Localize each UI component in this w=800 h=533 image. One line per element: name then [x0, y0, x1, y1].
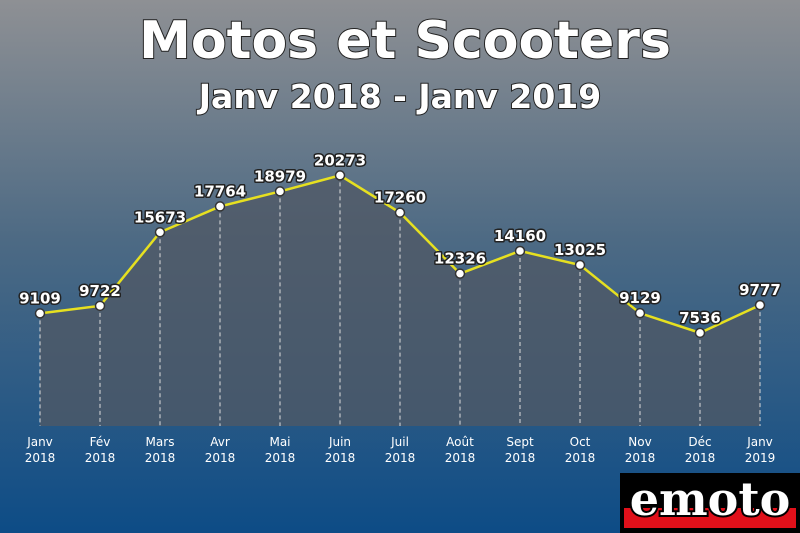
- x-tick-label: Juil: [390, 435, 409, 449]
- point: [694, 327, 706, 339]
- x-tick-label: 2018: [205, 451, 236, 465]
- x-tick-label: 2018: [265, 451, 296, 465]
- data-label: 9129: [619, 289, 661, 307]
- x-tick-label: Avr: [210, 435, 230, 449]
- x-tick-label: 2018: [685, 451, 716, 465]
- logo-text: emoto: [630, 472, 791, 526]
- x-tick-label: 2018: [565, 451, 596, 465]
- data-label: 15673: [134, 208, 186, 226]
- x-tick-label: Mars: [146, 435, 175, 449]
- x-tick-label: 2018: [505, 451, 536, 465]
- data-label: 9109: [19, 289, 61, 307]
- x-tick-label: 2018: [25, 451, 56, 465]
- chart-title: Motos et Scooters: [139, 11, 671, 71]
- x-tick-label: Déc: [688, 435, 711, 449]
- data-label: 20273: [314, 151, 366, 169]
- plot: 9109 9722 15673 17764 18979 20273 17260 12326 14…: [18, 150, 783, 465]
- data-label: 17260: [374, 189, 426, 207]
- point: [454, 268, 466, 279]
- data-label: 13025: [554, 241, 606, 259]
- x-tick-label: Mai: [269, 435, 290, 449]
- point: [214, 201, 226, 212]
- x-tick-label: Janv: [26, 435, 53, 449]
- point: [274, 186, 286, 197]
- x-tick-label: 2018: [325, 451, 356, 465]
- x-tick-label: Janv: [746, 435, 773, 449]
- x-tick-label: Août: [446, 435, 474, 449]
- point: [94, 300, 106, 312]
- data-label: 14160: [494, 227, 546, 245]
- x-tick-label: Nov: [628, 435, 651, 449]
- x-tick-label: 2018: [625, 451, 656, 465]
- data-label: 9777: [739, 281, 781, 299]
- x-tick-label: Oct: [570, 435, 591, 449]
- logo-stripe: [624, 508, 796, 528]
- x-tick-label: 2018: [445, 451, 476, 465]
- data-label: 17764: [194, 182, 246, 200]
- point: [754, 299, 766, 311]
- data-label: 12326: [434, 250, 486, 268]
- x-tick-label: 2019: [745, 451, 776, 465]
- x-tick-label: 2018: [385, 451, 416, 465]
- point: [34, 308, 46, 319]
- point: [574, 259, 586, 271]
- x-tick-label: 2018: [85, 451, 116, 465]
- data-label: 9722: [79, 282, 121, 300]
- data-label: 7536: [679, 309, 721, 327]
- point: [634, 307, 646, 319]
- x-tick-label: Sept: [506, 435, 534, 449]
- point: [154, 227, 166, 238]
- point: [394, 207, 406, 218]
- point: [334, 170, 346, 181]
- chart-subtitle: Janv 2018 - Janv 2019: [197, 77, 601, 116]
- logo: emoto: [620, 470, 800, 533]
- point: [514, 245, 526, 257]
- x-tick-label: Juin: [328, 435, 351, 449]
- x-tick-label: 2018: [145, 451, 176, 465]
- x-tick-label: Fév: [90, 435, 111, 449]
- data-label: 18979: [254, 167, 306, 185]
